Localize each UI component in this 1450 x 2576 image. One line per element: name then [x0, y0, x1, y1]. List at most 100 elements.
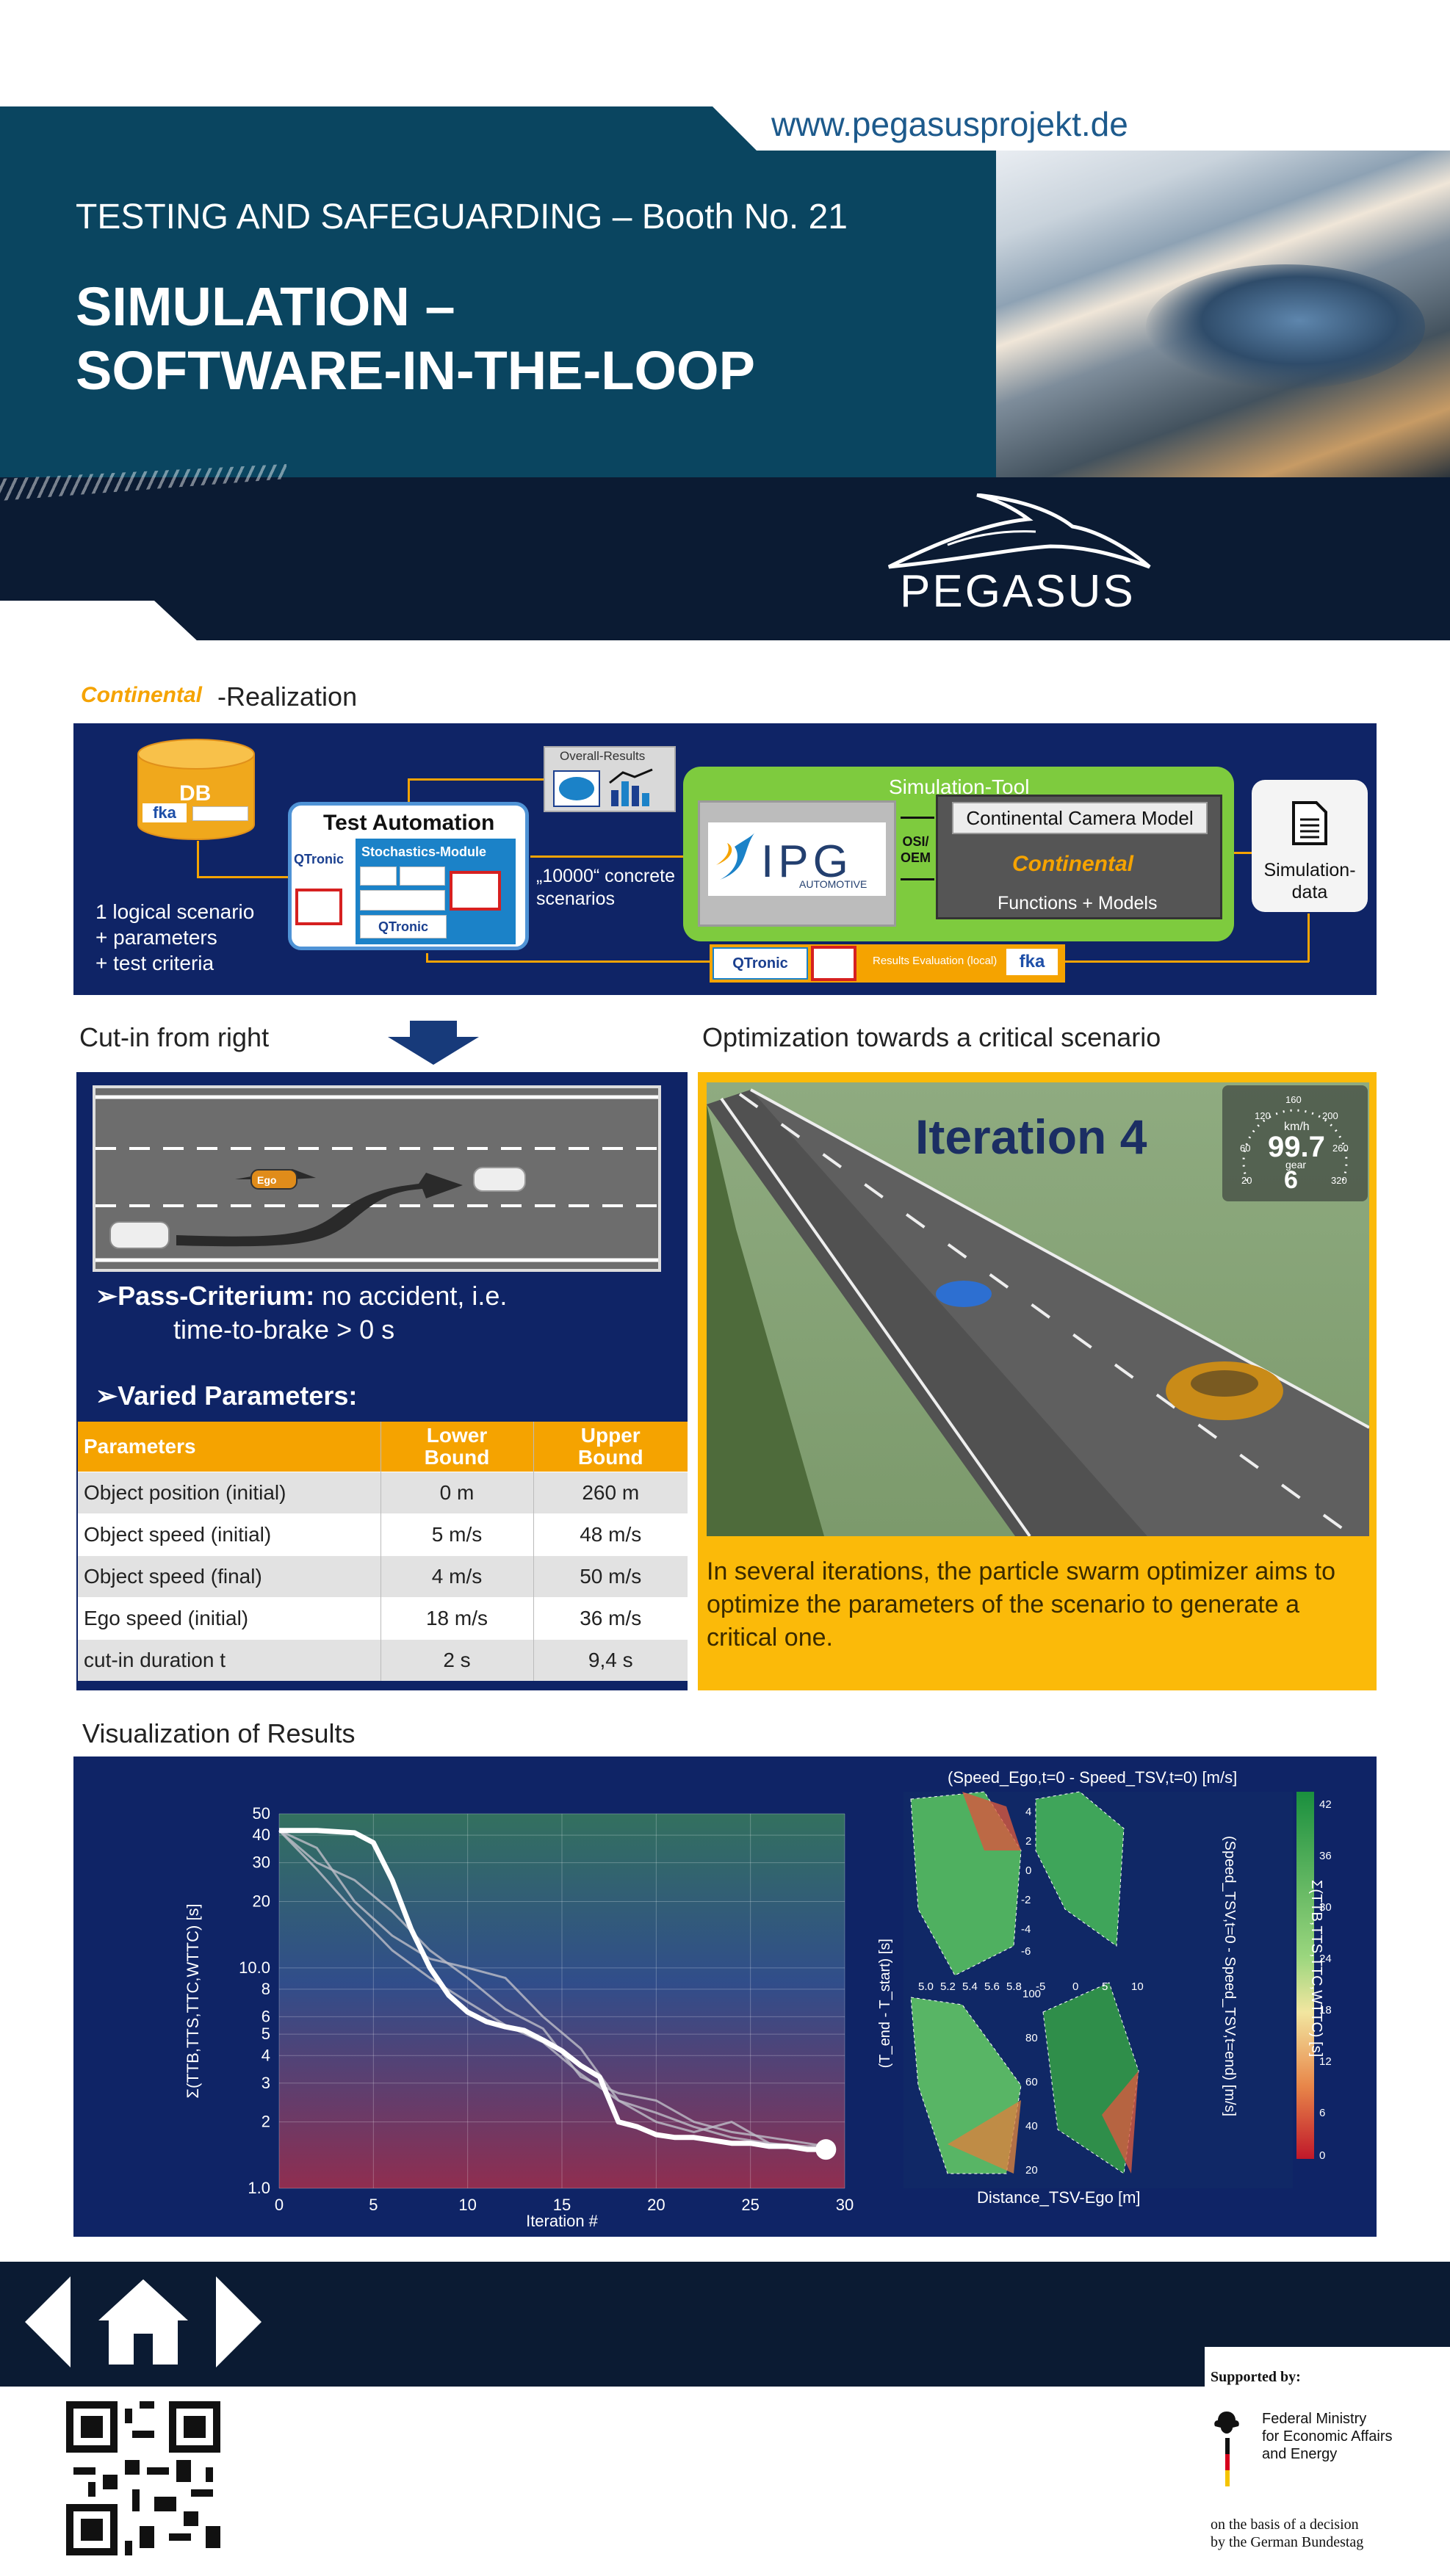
y-tick-label: 1.0 — [248, 2179, 270, 2197]
partner-logo — [360, 890, 445, 911]
project-url-link[interactable]: www.pegasusprojekt.de — [771, 105, 1128, 143]
sim-data-line: Simulation- — [1263, 860, 1356, 880]
y-tick-label: 4 — [261, 2046, 270, 2064]
camera-model-box: Continental Camera Model — [952, 802, 1208, 834]
colorbar-tick: 42 — [1319, 1798, 1332, 1811]
svg-text:260: 260 — [1332, 1143, 1349, 1154]
header-url-notch — [713, 106, 1450, 151]
supported-by-label: Supported by: — [1211, 2369, 1301, 2385]
series-line — [278, 1829, 826, 2151]
ego-label: Ego — [257, 1174, 277, 1186]
overall-results-label: Overall-Results — [560, 749, 646, 763]
home-icon[interactable] — [95, 2276, 191, 2367]
page-title-line2: SOFTWARE-IN-THE-LOOP — [76, 340, 755, 401]
svg-text:5.4: 5.4 — [962, 1980, 978, 1993]
x-tick-label: 0 — [275, 2196, 284, 2214]
partner-logo — [360, 866, 397, 886]
svg-text:-2: -2 — [1021, 1894, 1031, 1906]
svg-text:5.8: 5.8 — [1006, 1980, 1022, 1993]
sim-data-line: data — [1291, 882, 1328, 902]
bullet-icon: ➢ — [95, 1381, 118, 1411]
ipg-swoosh-icon — [716, 832, 755, 880]
oem-text: OEM — [901, 850, 931, 865]
booth-subtitle: TESTING AND SAFEGUARDING – Booth No. 21 — [76, 198, 848, 236]
gauge-dial-icon: 20 60 120 160 200 260 320 — [1240, 1094, 1349, 1186]
table-cell: Object position (initial) — [78, 1471, 380, 1513]
logo-band — [0, 477, 1450, 640]
table-cell: 48 m/s — [533, 1513, 688, 1555]
car-silhouette — [1146, 264, 1425, 389]
x-axis-label: Iteration # — [526, 2212, 599, 2230]
logical-line: 1 logical scenario — [95, 900, 255, 923]
simulation-tool-label: Simulation-Tool — [889, 775, 1030, 798]
realization-label: -Realization — [217, 681, 358, 712]
previous-page-icon[interactable] — [22, 2276, 73, 2367]
pegasus-wing-icon — [887, 493, 1151, 569]
svg-text:10: 10 — [1131, 1980, 1144, 1993]
connector — [1234, 852, 1253, 854]
page-title-line1: SIMULATION – — [76, 276, 455, 337]
final-point — [815, 2139, 837, 2160]
svg-text:80: 80 — [1025, 2032, 1038, 2044]
interface-arrow — [901, 878, 934, 880]
table-row: Object position (initial) 0 m 260 m — [78, 1471, 688, 1513]
y-tick-label: 8 — [261, 1980, 270, 1998]
gauge-unit: km/h — [1284, 1121, 1310, 1133]
simulation-scene-svg — [707, 1088, 1369, 1536]
heatmap-title: (Speed_Ego,t=0 - Speed_TSV,t=0) [m/s] — [948, 1768, 1238, 1787]
colorbar-ticks: 42 36 30 24 18 12 6 0 — [1319, 1798, 1332, 2162]
svg-text:20: 20 — [1025, 2164, 1038, 2177]
optimization-heading: Optimization towards a critical scenario — [702, 1022, 1161, 1052]
connector — [1307, 913, 1310, 962]
qr-code-icon[interactable] — [66, 2401, 220, 2555]
svg-text:200: 200 — [1322, 1110, 1338, 1121]
heatmap-panels: 420-2-4-6 5.0 5.2 5.4 5.6 5.8 -5 0 5 10 1008060… — [903, 1791, 1332, 2188]
connector — [197, 841, 199, 878]
osi-oem-label: OSI/ OEM — [901, 833, 931, 866]
colorbar-tick: 12 — [1319, 2055, 1332, 2068]
arrow-down-icon — [388, 1021, 479, 1065]
svg-text:100: 100 — [1022, 1988, 1041, 2000]
pass-criterium-label: Pass-Criterium: — [118, 1281, 315, 1311]
table-cell: 0 m — [380, 1471, 533, 1513]
gridlines — [278, 1813, 845, 2189]
plot-background — [279, 1814, 845, 2188]
pass-criterium-text: no accident, i.e. — [314, 1281, 508, 1311]
tool-logo — [450, 871, 501, 911]
connector — [1065, 960, 1309, 963]
y-tick-labels: 1.0 2 3 4 56 8 10.0 20 30 40 50 — [239, 1804, 270, 2197]
table-cell: 260 m — [533, 1471, 688, 1513]
svg-text:5: 5 — [1102, 1980, 1108, 1993]
fka-logo: fka — [1006, 949, 1058, 975]
connector — [408, 778, 410, 803]
fka-logo: fka — [143, 803, 187, 822]
table-cell: 4 m/s — [380, 1555, 533, 1597]
x-tick-labels: 0 5 10 15 20 25 30 — [275, 2196, 854, 2214]
table-header: Upper Bound — [533, 1422, 688, 1472]
svg-text:160: 160 — [1285, 1094, 1302, 1105]
footer-notch — [1205, 2347, 1450, 2391]
heatmap-y2-label: (Speed_TSV,t=0 - Speed_TSV,t=end) [m/s] — [1222, 1836, 1238, 2117]
table-cell: Object speed (initial) — [78, 1513, 380, 1555]
colorbar-tick: 6 — [1319, 2107, 1325, 2119]
svg-text:20: 20 — [1241, 1175, 1252, 1186]
ministry-line: for Economic Affairs — [1262, 2428, 1393, 2445]
test-automation-title: Test Automation — [323, 811, 495, 835]
table-cell: 18 m/s — [380, 1596, 533, 1639]
decision-line: by the German Bundestag — [1211, 2534, 1364, 2550]
table-cell: 2 s — [380, 1638, 533, 1681]
next-page-icon[interactable] — [213, 2276, 264, 2367]
svg-text:60: 60 — [1240, 1143, 1250, 1154]
concrete-line: „10000“ concrete — [536, 866, 676, 886]
y-tick-label: 20 — [253, 1892, 270, 1910]
interface-arrow — [901, 817, 934, 819]
functions-models-label: Functions + Models — [998, 893, 1158, 913]
gauge-speed-value: 99.7 — [1268, 1131, 1325, 1163]
x-tick-label: 25 — [741, 2196, 759, 2214]
svg-text:5.0: 5.0 — [918, 1980, 934, 1993]
connector — [426, 953, 428, 962]
gauge-gear-label: gear — [1285, 1159, 1307, 1171]
continental-logo: Continental — [81, 683, 202, 707]
connector — [530, 855, 685, 858]
